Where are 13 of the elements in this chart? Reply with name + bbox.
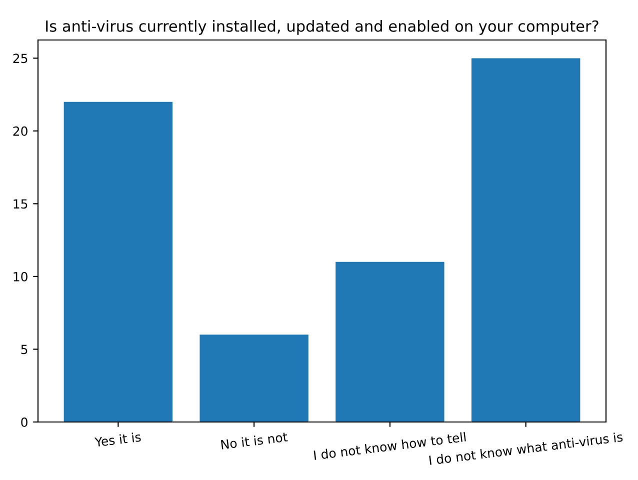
y-tick-label: 5 — [21, 344, 28, 354]
x-tick-label: No it is not — [220, 432, 288, 450]
x-tick-label: Yes it is — [94, 432, 142, 447]
y-tick-label: 15 — [14, 199, 28, 209]
bar — [200, 334, 308, 422]
y-tick-label: 10 — [14, 272, 28, 282]
bar — [64, 102, 173, 422]
y-tick-label: 20 — [13, 126, 28, 136]
bar — [471, 58, 580, 422]
y-tick-label: 25 — [13, 54, 28, 64]
y-tick-label: 0 — [21, 417, 28, 427]
chart-title: Is anti-virus currently installed, updated and enabled on your computer? — [46, 20, 598, 35]
bar — [336, 262, 444, 422]
